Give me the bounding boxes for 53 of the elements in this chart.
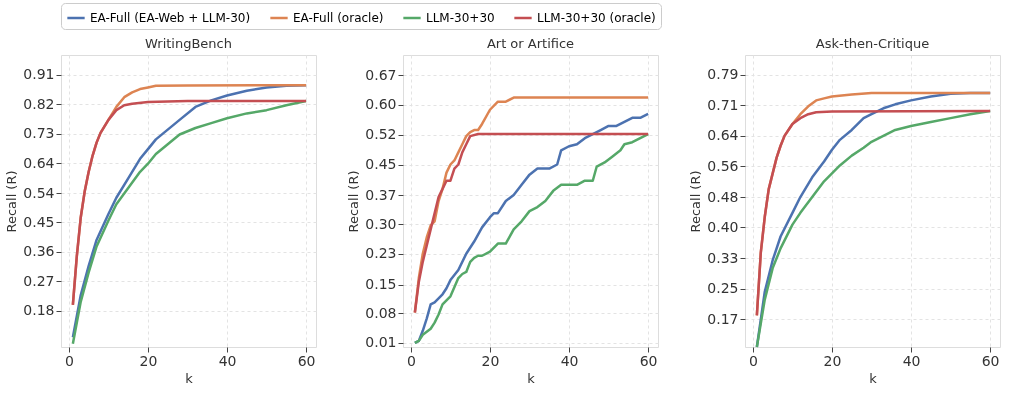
y-tick-label: 0.30: [365, 215, 397, 232]
x-tick-label: 0: [406, 352, 416, 369]
chart-title: Ask-then-Critique: [815, 36, 930, 51]
y-tick-label: 0.45: [23, 213, 55, 230]
y-tick-label: 0.27: [23, 272, 55, 289]
x-tick-label: 20: [481, 352, 500, 369]
y-axis-title: Recall (R): [4, 170, 20, 233]
x-tick-label: 40: [560, 352, 579, 369]
x-tick-label: 20: [139, 352, 158, 369]
y-tick-label: 0.71: [707, 96, 739, 113]
x-axis-title: k: [527, 370, 536, 386]
y-tick-label: 0.52: [365, 126, 397, 143]
x-tick-label: 0: [64, 352, 74, 369]
y-tick-label: 0.54: [23, 184, 55, 201]
y-tick-label: 0.08: [365, 304, 397, 321]
y-axis-title: Recall (R): [346, 170, 362, 233]
x-tick-label: 40: [902, 352, 921, 369]
y-tick-label: 0.23: [365, 245, 397, 262]
x-axis-title: k: [185, 370, 194, 386]
y-tick-label: 0.17: [707, 310, 739, 327]
y-tick-label: 0.60: [365, 96, 397, 113]
y-tick-label: 0.15: [365, 276, 397, 293]
y-tick-label: 0.33: [707, 249, 739, 266]
y-tick-label: 0.73: [23, 125, 55, 142]
y-tick-label: 0.91: [23, 66, 55, 83]
y-tick-label: 0.67: [365, 66, 397, 83]
y-axis-title: Recall (R): [688, 170, 704, 233]
y-tick-label: 0.36: [23, 243, 55, 260]
legend-label: EA-Full (oracle): [293, 11, 384, 25]
x-axis-title: k: [869, 370, 878, 386]
x-tick-label: 0: [748, 352, 758, 369]
chart-title: Art or Artifice: [486, 36, 575, 51]
x-tick-label: 60: [981, 352, 1000, 369]
x-tick-label: 60: [297, 352, 316, 369]
legend-label: LLM-30+30 (oracle): [537, 11, 656, 25]
chart-title: WritingBench: [145, 36, 232, 51]
x-tick-label: 20: [823, 352, 842, 369]
y-tick-label: 0.37: [365, 186, 397, 203]
legend-label: EA-Full (EA-Web + LLM-30): [90, 11, 251, 25]
legend-label: LLM-30+30: [426, 11, 495, 25]
y-tick-label: 0.18: [23, 302, 55, 319]
y-tick-label: 0.25: [707, 280, 739, 297]
x-tick-label: 40: [218, 352, 237, 369]
x-tick-label: 60: [639, 352, 658, 369]
y-tick-label: 0.45: [365, 156, 397, 172]
y-tick-label: 0.40: [707, 218, 739, 235]
y-tick-label: 0.56: [707, 157, 739, 174]
y-tick-label: 0.79: [707, 66, 739, 83]
y-tick-label: 0.64: [707, 127, 739, 144]
y-tick-label: 0.64: [23, 154, 55, 171]
y-tick-label: 0.01: [365, 334, 397, 351]
y-tick-label: 0.82: [23, 95, 55, 112]
y-tick-label: 0.48: [707, 188, 739, 205]
